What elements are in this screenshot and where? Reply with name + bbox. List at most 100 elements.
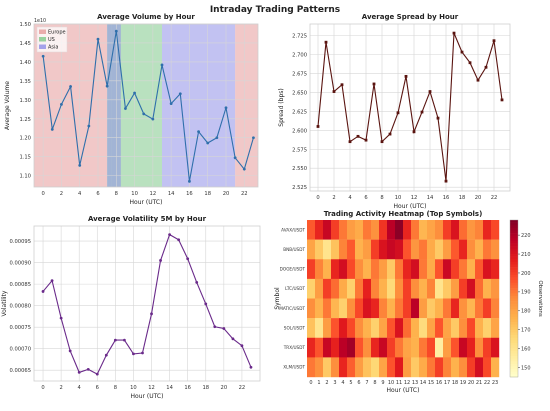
heatmap-cell [363, 239, 372, 260]
heatmap-cell [395, 278, 404, 299]
heatmap-cell [323, 357, 332, 378]
heatmap-panel: AVAX/USDT BNB/USDT DOGE/USDT LTC/USDT MATIC/… [274, 210, 543, 394]
x-axis-label: Hour (UTC) [131, 393, 164, 400]
heatmap-cell [339, 220, 348, 240]
colorbar-segment [510, 269, 518, 273]
colorbar-segment [510, 366, 518, 370]
y-tick-label: 1.45 [19, 41, 31, 47]
y-tick-label: 1.30 [19, 98, 31, 104]
heatmap-cell [411, 259, 420, 280]
heatmap-cell [363, 259, 372, 280]
colorbar-segment [510, 303, 518, 307]
heatmap-cell [371, 298, 380, 319]
heatmap-cell [323, 259, 332, 280]
data-point [50, 279, 54, 283]
data-point [150, 312, 153, 316]
y-axis-label: Spread (bps) [278, 88, 285, 126]
heatmap-cell [483, 239, 492, 260]
heatmap-cell [419, 318, 428, 338]
x-tick-label: 18 [459, 195, 466, 201]
heatmap-cell [371, 220, 380, 240]
heatmap-cell [339, 278, 348, 299]
heatmap-cell [459, 239, 468, 260]
y-axis-label: Volatility [1, 290, 8, 316]
colorbar-segment [510, 222, 518, 226]
heatmap-cell [339, 337, 348, 358]
heatmap-cell [451, 318, 460, 338]
data-point [222, 327, 226, 330]
column-label: 6 [357, 380, 360, 386]
data-point [444, 179, 448, 183]
heatmap-cell [443, 278, 452, 299]
heatmap-cell [467, 278, 476, 299]
row-label: TRX/USDT [283, 345, 306, 350]
colorbar-tick-label: 190 [521, 290, 531, 296]
heatmap-cell [403, 239, 412, 260]
data-point [242, 167, 246, 171]
heatmap-cell [379, 357, 388, 378]
y-tick-label: 0.00080 [10, 304, 31, 310]
heatmap-cell [323, 278, 332, 299]
heatmap-cell [379, 298, 388, 319]
heatmap-cell [419, 337, 428, 358]
heatmap-cell [491, 318, 500, 338]
colorbar-segment [510, 350, 518, 354]
data-point [348, 140, 352, 144]
heatmap-cell [419, 239, 428, 260]
colorbar-tick-label: 180 [521, 309, 531, 315]
colorbar-segment [510, 285, 518, 289]
heatmap-cell [475, 357, 484, 378]
y-tick-label: 0.00075 [10, 325, 31, 331]
x-tick-label: 2 [60, 191, 63, 197]
colorbar-segment [510, 261, 518, 265]
heatmap-cell [467, 220, 476, 240]
heatmap-cell [403, 220, 412, 240]
colorbar-segment [510, 363, 518, 367]
heatmap-cell [339, 259, 348, 280]
colorbar-segment [510, 259, 518, 263]
heatmap-cell [435, 357, 444, 378]
data-point [186, 257, 190, 261]
colorbar-segment [510, 220, 518, 223]
y-tick-label: 1.15 [19, 155, 31, 161]
heatmap-cell [403, 259, 412, 280]
heatmap-cell [339, 357, 348, 378]
colorbar-segment [510, 371, 518, 375]
colorbar-segment [510, 361, 518, 365]
heatmap-cell [315, 220, 324, 240]
colorbar-segment [510, 314, 518, 318]
data-point [206, 141, 210, 145]
data-point [356, 134, 360, 138]
colorbar-segment [510, 227, 518, 231]
heatmap-cell [411, 220, 420, 240]
data-point [364, 138, 368, 142]
data-point [104, 353, 108, 357]
column-label: 20 [468, 380, 474, 386]
heatmap-cell [483, 220, 492, 240]
heatmap-cell [363, 278, 372, 299]
data-point [484, 65, 488, 69]
heatmap-cell [411, 298, 420, 319]
heatmap-cell [331, 298, 340, 319]
x-tick-label: 2 [332, 195, 335, 201]
colorbar-segment [510, 356, 518, 359]
colorbar-segment [510, 316, 518, 320]
column-label: 11 [396, 380, 402, 386]
heatmap-cell [443, 318, 452, 338]
heatmap-cell [491, 278, 500, 299]
heatmap-cell [467, 259, 476, 280]
colorbar-segment [510, 277, 518, 281]
x-tick-label: 20 [221, 385, 228, 391]
y-tick-label: 1.20 [19, 136, 31, 142]
colorbar-segment [510, 374, 518, 378]
heatmap-cell [467, 357, 476, 378]
colorbar-segment [510, 243, 518, 247]
colorbar-frame [509, 219, 519, 378]
column-label: 14 [420, 380, 426, 386]
heatmap-cell [459, 278, 468, 299]
heatmap-cell [347, 278, 356, 299]
heatmap-cell [419, 259, 428, 280]
heatmap-cell [347, 220, 356, 240]
heatmap-cell [491, 220, 500, 240]
